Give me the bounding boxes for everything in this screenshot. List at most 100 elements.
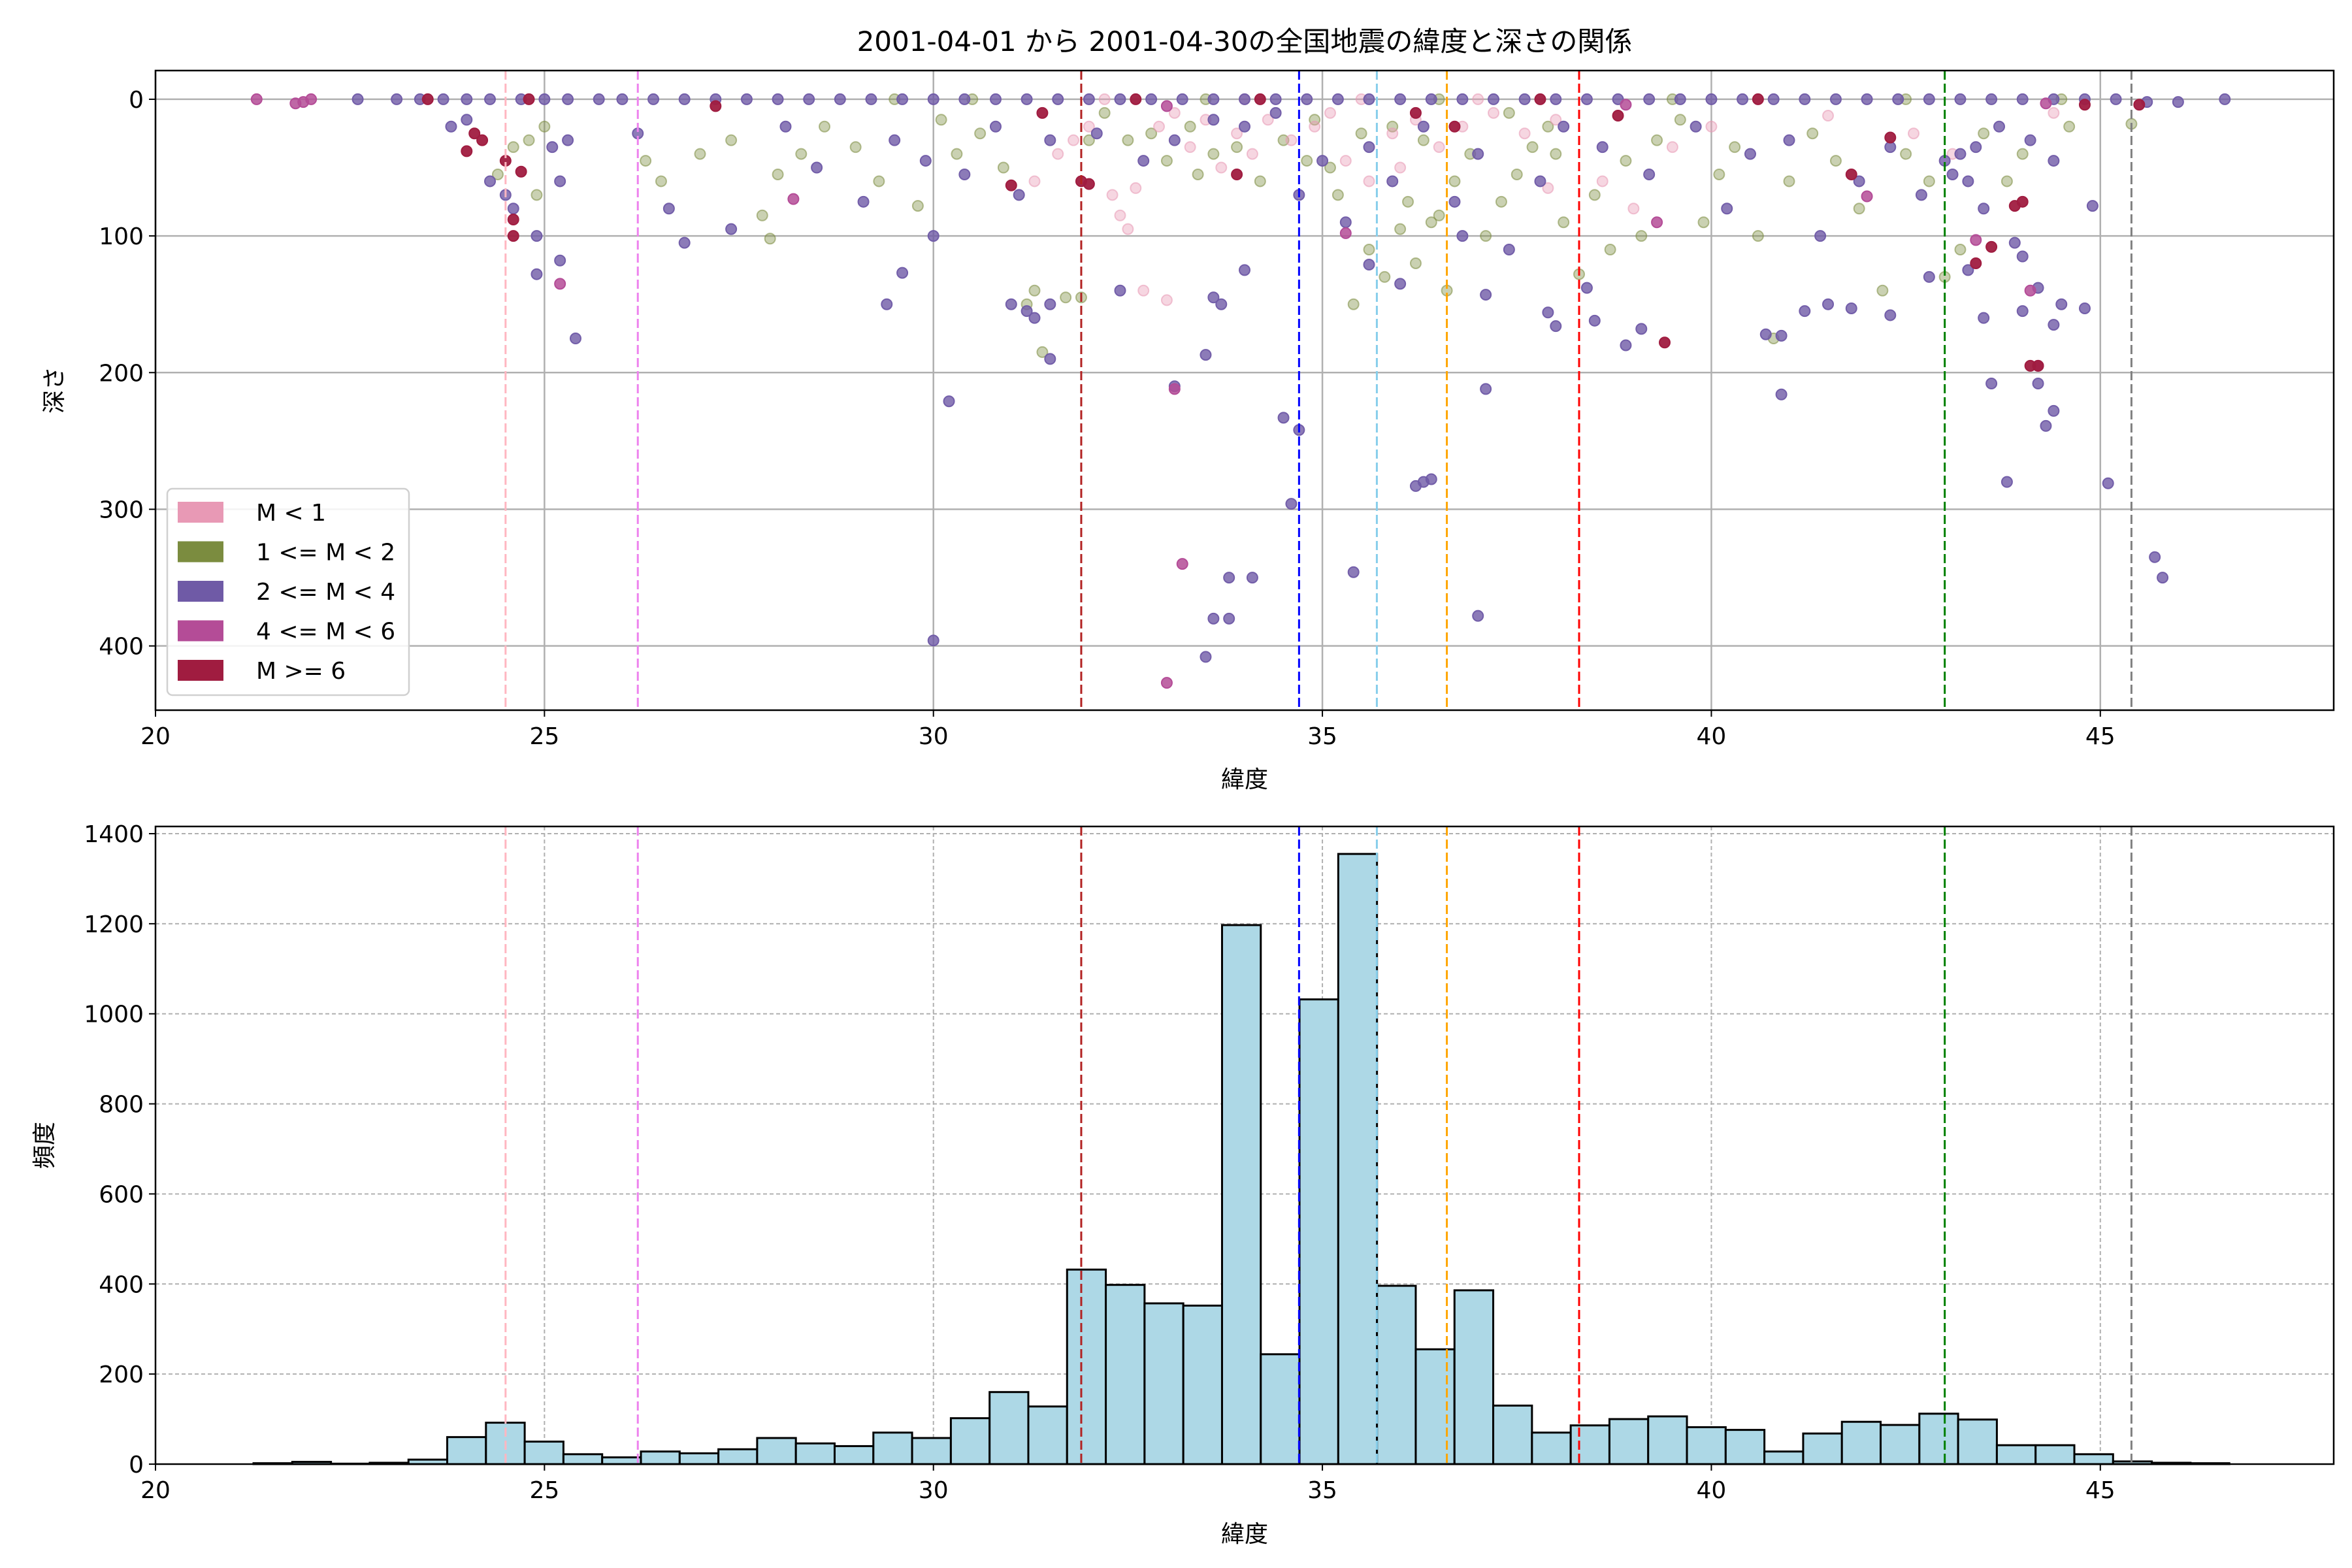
data-point	[538, 93, 551, 105]
data-point	[1207, 612, 1220, 625]
data-point	[1612, 93, 1624, 105]
data-point	[1985, 93, 1998, 105]
data-point	[1394, 93, 1407, 105]
data-point	[740, 93, 753, 105]
histogram-bar	[1492, 1404, 1533, 1465]
data-point	[772, 93, 784, 105]
histogram-bar	[1608, 1418, 1650, 1465]
data-point	[1542, 306, 1554, 319]
data-point	[772, 168, 784, 180]
data-point	[1269, 93, 1282, 105]
data-point	[1160, 100, 1173, 112]
data-point	[2048, 155, 2060, 167]
histogram-bar	[1531, 1431, 1572, 1465]
data-point	[1083, 134, 1095, 146]
histogram-bar	[1066, 1268, 1107, 1465]
data-point	[725, 223, 738, 235]
data-point	[1542, 120, 1554, 133]
data-point	[1954, 244, 1967, 256]
data-point	[351, 93, 364, 105]
legend-label: 1 <= M < 2	[256, 540, 395, 566]
data-point	[1620, 99, 1632, 111]
data-point	[1915, 189, 1927, 201]
data-point	[1223, 612, 1235, 625]
histogram-bar	[1957, 1418, 1998, 1465]
data-point	[1409, 257, 1422, 269]
data-point	[484, 93, 497, 105]
x-tick-label: 40	[1697, 1477, 1727, 1504]
data-point	[1021, 93, 1033, 105]
series-2-M-4	[351, 93, 2231, 663]
legend: M < 1 1 <= M < 2 2 <= M < 4 4 <= M < 6 M >= …	[166, 487, 410, 696]
data-point	[1215, 298, 1228, 310]
histogram-bar	[1414, 1348, 1456, 1465]
data-point	[2016, 148, 2029, 160]
data-point	[461, 114, 473, 126]
x-tick-label: 45	[2085, 723, 2115, 750]
data-point	[1550, 93, 1562, 105]
data-point	[896, 93, 909, 105]
data-point	[1518, 127, 1531, 140]
data-point	[1923, 93, 1935, 105]
histogram-bar	[678, 1452, 720, 1465]
data-point	[1160, 677, 1173, 689]
histogram-bar	[562, 1453, 604, 1465]
x-tick-label: 20	[140, 1477, 171, 1504]
data-point	[1083, 120, 1095, 133]
data-point	[1596, 175, 1609, 188]
data-point	[1207, 291, 1220, 304]
histogram-bar	[1105, 1284, 1146, 1465]
y-tick-label: 200	[99, 360, 144, 387]
data-point	[2219, 93, 2231, 105]
x-tick-label: 25	[529, 723, 559, 750]
data-point	[889, 134, 901, 146]
legend-swatch	[178, 660, 223, 681]
data-point	[1160, 155, 1173, 167]
data-point	[1301, 155, 1313, 167]
data-point	[1923, 270, 1935, 283]
histogram-bar	[988, 1391, 1030, 1465]
data-point	[569, 333, 581, 345]
histogram-bar	[1027, 1405, 1068, 1465]
data-point	[1347, 566, 1360, 578]
data-point	[1526, 141, 1539, 154]
data-point	[1970, 141, 1982, 154]
data-point	[1005, 298, 1017, 310]
data-point	[507, 141, 519, 154]
histogram-bar	[833, 1445, 875, 1465]
y-tick-label: 800	[99, 1092, 144, 1119]
histogram-ylabel: 頻度	[31, 1122, 58, 1169]
y-tick-label: 300	[99, 497, 144, 523]
data-point	[1394, 223, 1407, 235]
data-point	[1775, 388, 1788, 400]
legend-swatch	[178, 620, 223, 642]
data-point	[523, 134, 535, 146]
data-point	[1386, 127, 1399, 140]
data-point	[1783, 175, 1795, 188]
data-point	[1044, 353, 1056, 365]
data-point	[421, 93, 434, 105]
data-point	[1705, 93, 1718, 105]
data-point	[250, 93, 263, 105]
data-point	[1588, 189, 1601, 201]
data-point	[974, 127, 987, 140]
scatter-axes: 20 25 30 35 40 45 0 100 200 300 400 M < 1 1 <= M < 2…	[99, 69, 2335, 750]
data-point	[1425, 93, 1437, 105]
data-point	[1448, 120, 1461, 133]
data-point	[2149, 551, 2161, 563]
data-point	[593, 93, 605, 105]
data-point	[1331, 93, 1344, 105]
legend-label: M < 1	[256, 500, 326, 527]
data-point	[1814, 230, 1827, 242]
legend-box	[166, 487, 410, 696]
scatter-ylabel: 深さ	[41, 367, 68, 414]
data-point	[531, 268, 543, 280]
data-point	[1044, 134, 1056, 146]
data-point	[1970, 234, 1982, 246]
data-point	[1044, 298, 1056, 310]
data-point	[2048, 106, 2060, 119]
data-point	[2016, 195, 2029, 208]
histogram-bar	[2073, 1453, 2114, 1465]
data-point	[1145, 127, 1158, 140]
data-point	[554, 175, 566, 188]
